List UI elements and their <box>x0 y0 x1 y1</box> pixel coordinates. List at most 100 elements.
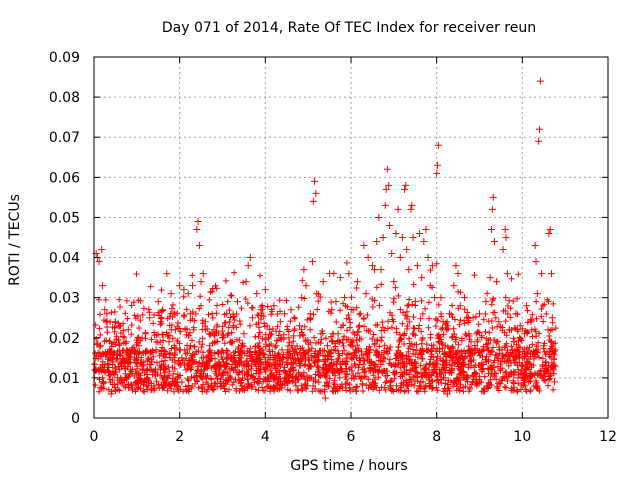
data-point <box>111 318 119 326</box>
density-marker <box>236 337 243 344</box>
data-point <box>362 290 370 298</box>
density-marker <box>353 388 360 395</box>
density-marker <box>153 359 160 366</box>
density-marker <box>174 310 181 317</box>
density-marker <box>158 331 165 338</box>
density-marker <box>492 314 499 321</box>
density-marker <box>487 376 494 383</box>
density-marker <box>269 308 276 315</box>
density-marker <box>312 348 319 355</box>
density-marker <box>546 332 553 339</box>
density-marker <box>487 351 494 358</box>
density-marker <box>315 298 322 305</box>
data-point <box>488 205 496 213</box>
density-marker <box>539 355 546 362</box>
density-marker <box>92 382 99 389</box>
density-marker <box>485 341 492 348</box>
density-marker <box>242 295 249 302</box>
density-marker <box>354 370 361 377</box>
density-marker <box>240 385 247 392</box>
data-point <box>242 278 250 286</box>
density-marker <box>476 362 483 369</box>
density-marker <box>508 275 515 282</box>
data-point <box>463 374 471 382</box>
data-point <box>452 262 460 270</box>
density-marker <box>161 381 168 388</box>
density-marker <box>133 271 140 278</box>
data-point <box>390 278 398 286</box>
density-marker <box>301 323 308 330</box>
density-marker <box>403 370 410 377</box>
data-point <box>174 378 182 386</box>
density-marker <box>327 350 334 357</box>
density-marker <box>150 320 157 327</box>
density-marker <box>370 331 377 338</box>
density-marker <box>124 315 131 322</box>
density-marker <box>410 330 417 337</box>
density-marker <box>122 310 129 317</box>
density-marker <box>352 347 359 354</box>
density-marker <box>343 315 350 322</box>
density-marker <box>168 345 175 352</box>
density-marker <box>404 383 411 390</box>
density-marker <box>471 350 478 357</box>
density-marker <box>140 387 147 394</box>
data-point <box>422 225 430 233</box>
data-point <box>487 225 495 233</box>
data-point <box>109 370 117 378</box>
density-marker <box>318 336 325 343</box>
density-marker <box>333 366 340 373</box>
density-marker <box>155 381 162 388</box>
data-point <box>441 342 449 350</box>
data-point <box>306 310 314 318</box>
data-point <box>99 378 107 386</box>
density-marker <box>265 334 272 341</box>
density-marker <box>425 366 432 373</box>
density-marker <box>230 379 237 386</box>
density-marker <box>98 353 105 360</box>
density-marker <box>434 353 441 360</box>
data-point <box>296 322 304 330</box>
data-point <box>263 374 271 382</box>
density-marker <box>220 349 227 356</box>
data-point <box>443 390 451 398</box>
density-marker <box>312 385 319 392</box>
density-marker <box>502 369 509 376</box>
density-marker <box>521 351 528 357</box>
density-marker <box>533 315 540 322</box>
density-marker <box>285 328 292 335</box>
density-marker <box>497 323 504 330</box>
data-point <box>227 338 235 346</box>
density-marker <box>541 301 548 308</box>
density-marker <box>160 379 167 386</box>
data-point <box>199 270 207 278</box>
density-marker <box>199 335 206 342</box>
density-marker <box>222 364 229 371</box>
density-marker <box>141 388 148 395</box>
density-marker <box>125 373 132 380</box>
data-point <box>502 234 510 241</box>
density-marker <box>468 356 475 363</box>
density-marker <box>388 324 395 331</box>
density-marker <box>249 374 256 381</box>
density-marker <box>483 358 490 365</box>
data-point <box>240 330 248 338</box>
data-point <box>424 254 432 262</box>
density-marker <box>357 375 364 382</box>
data-point <box>272 342 280 350</box>
data-point <box>546 225 554 233</box>
data-point <box>527 318 535 326</box>
density-marker <box>412 351 419 358</box>
data-point <box>533 290 541 298</box>
density-marker <box>263 341 270 348</box>
density-marker <box>455 360 462 367</box>
density-marker <box>219 356 226 363</box>
density-marker <box>261 366 268 373</box>
data-point <box>341 294 349 302</box>
data-point <box>347 338 355 346</box>
density-marker <box>533 343 540 350</box>
data-point <box>493 278 501 286</box>
density-marker <box>291 325 298 332</box>
density-marker <box>466 336 473 343</box>
